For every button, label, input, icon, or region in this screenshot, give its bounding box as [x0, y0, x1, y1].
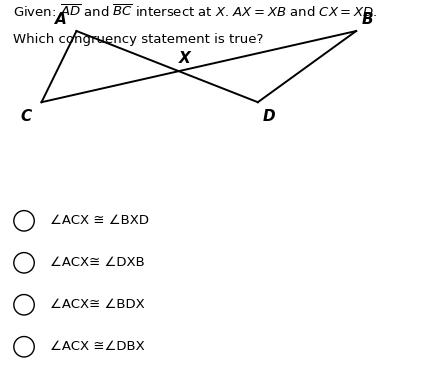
Text: ∠ACX≅ ∠BDX: ∠ACX≅ ∠BDX [50, 298, 145, 311]
Text: A: A [55, 12, 67, 27]
Text: C: C [21, 109, 32, 124]
Text: D: D [263, 109, 276, 124]
Text: B: B [361, 12, 373, 27]
Text: ∠ACX≅ ∠DXB: ∠ACX≅ ∠DXB [50, 256, 145, 269]
Text: X: X [179, 51, 191, 66]
Text: ∠ACX ≅∠DBX: ∠ACX ≅∠DBX [50, 340, 145, 353]
Text: ∠ACX ≅ ∠BXD: ∠ACX ≅ ∠BXD [50, 214, 149, 227]
Text: Given: $\overline{AD}$ and $\overline{BC}$ intersect at $X$. $AX = XB$ and $CX =: Given: $\overline{AD}$ and $\overline{BC… [13, 4, 378, 20]
Text: Which congruency statement is true?: Which congruency statement is true? [13, 33, 264, 46]
